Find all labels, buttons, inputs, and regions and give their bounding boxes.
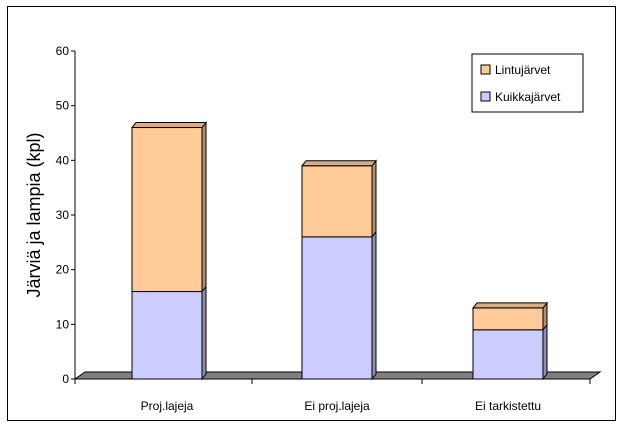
bar-segment-kuikkajärvet bbox=[472, 329, 544, 380]
bar-top bbox=[130, 122, 208, 129]
legend-swatch bbox=[480, 64, 491, 75]
bar-segment-lintujärvet bbox=[131, 127, 203, 293]
y-tick-label: 30 bbox=[56, 208, 70, 222]
y-tick-label: 10 bbox=[56, 317, 70, 331]
bar-side bbox=[371, 159, 377, 239]
y-tick-label: 40 bbox=[56, 153, 70, 167]
y-tick-label: 60 bbox=[56, 44, 70, 58]
bar-side bbox=[201, 121, 207, 293]
y-tick-label: 0 bbox=[62, 372, 69, 386]
x-category-label: Ei proj.lajeja bbox=[304, 399, 370, 413]
bar-top bbox=[300, 160, 378, 167]
x-category-label: Ei tarkistettu bbox=[475, 399, 541, 413]
y-tick-label: 20 bbox=[56, 263, 70, 277]
legend-box bbox=[471, 53, 584, 113]
bar-side bbox=[542, 323, 548, 381]
bar-side bbox=[371, 230, 377, 381]
legend-label: Kuikkajärvet bbox=[495, 90, 561, 104]
y-axis-title: Järviä ja lampia (kpl) bbox=[24, 132, 44, 297]
legend-label: Lintujärvet bbox=[495, 63, 551, 77]
bar-segment-lintujärvet bbox=[301, 165, 373, 238]
bar-segment-lintujärvet bbox=[472, 307, 544, 331]
bar-segment-kuikkajärvet bbox=[131, 291, 203, 380]
x-category-label: Proj.lajeja bbox=[141, 399, 194, 413]
bar-top bbox=[471, 302, 549, 309]
y-tick-label: 50 bbox=[56, 99, 70, 113]
bar-side bbox=[201, 285, 207, 381]
legend-swatch bbox=[480, 91, 491, 102]
bar-segment-kuikkajärvet bbox=[301, 236, 373, 380]
